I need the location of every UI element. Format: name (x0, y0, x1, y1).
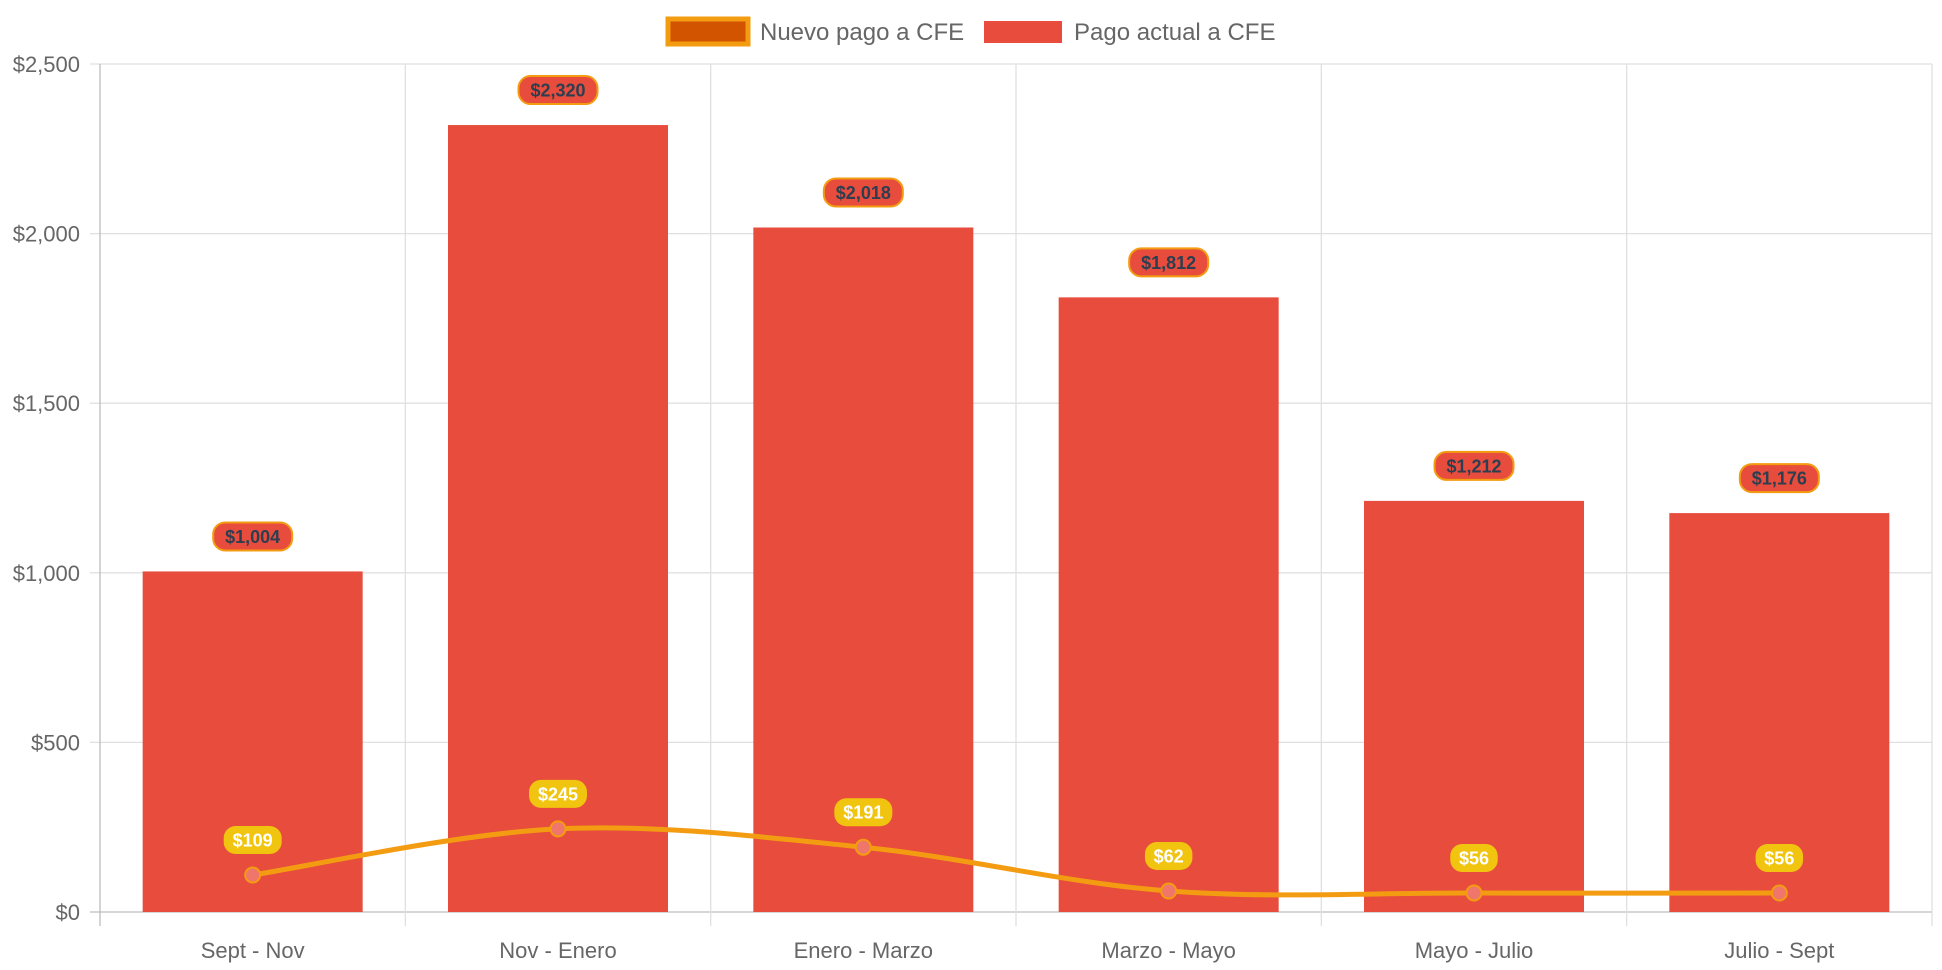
line-data-label: $62 (1154, 846, 1184, 866)
y-tick-label: $2,500 (13, 52, 80, 77)
legend-label-pago-actual: Pago actual a CFE (1074, 19, 1275, 46)
line-series (244, 820, 1788, 902)
legend-item-nuevo-pago[interactable]: Nuevo pago a CFE (665, 16, 964, 47)
legend-item-pago-actual[interactable]: Pago actual a CFE (984, 19, 1275, 46)
line-data-label: $245 (538, 784, 578, 804)
y-tick-label: $500 (31, 730, 80, 755)
bar-data-label: $1,812 (1141, 253, 1196, 273)
legend-swatch-pago-actual (984, 21, 1062, 43)
legend-label-nuevo-pago: Nuevo pago a CFE (760, 19, 964, 46)
bar-data-label: $2,320 (530, 81, 585, 101)
bar-label-badge (822, 177, 904, 208)
data-labels: $1,004 $2,320 $2,018 $1,812 $1,212 $1,176 $109… (212, 75, 1820, 873)
x-tick-label: Mayo - Julio (1415, 938, 1534, 963)
line-point[interactable] (854, 838, 872, 856)
bar[interactable] (1364, 500, 1584, 912)
line-point[interactable] (1770, 884, 1788, 902)
line-data-label: $56 (1459, 849, 1489, 869)
line-label-badge (834, 798, 893, 827)
x-tick-label: Nov - Enero (499, 938, 616, 963)
line-point[interactable] (549, 820, 567, 838)
bar-label-badge (212, 521, 294, 552)
bars (142, 125, 1890, 913)
bar-data-label: $1,212 (1446, 456, 1501, 476)
bar-data-label: $2,018 (836, 183, 891, 203)
line-label-badge (1755, 844, 1804, 873)
y-tick-label: $2,000 (13, 222, 80, 247)
y-tick-label: $1,500 (13, 391, 80, 416)
line-label-badge (1450, 844, 1498, 873)
line-data-label: $56 (1764, 849, 1794, 869)
bar[interactable] (753, 227, 974, 913)
bar-label-badge (1433, 450, 1515, 481)
y-tick-label: $0 (56, 900, 80, 925)
bar[interactable] (1058, 297, 1279, 912)
x-tick-label: Julio - Sept (1724, 938, 1834, 963)
line-point[interactable] (1160, 882, 1178, 900)
bar-label-badge (517, 75, 599, 106)
line-data-label: $109 (233, 831, 273, 851)
bar-label-badge (1738, 463, 1820, 494)
line-data-label: $191 (843, 803, 883, 823)
x-tick-label: Marzo - Mayo (1101, 938, 1235, 963)
legend-swatch-nuevo-pago (665, 16, 751, 47)
grid (90, 63, 1933, 926)
legend: Nuevo pago a CFE Pago actual a CFE (665, 16, 1275, 47)
line-label-badge (223, 826, 282, 855)
axes: $0 $500 $1,000 $1,500 $2,000 $2,500 Sept - Nov… (13, 52, 1835, 963)
y-tick-label: $1,000 (13, 561, 80, 586)
x-tick-label: Sept - Nov (201, 938, 305, 963)
line-point[interactable] (244, 866, 262, 884)
series-line (250, 825, 1782, 898)
line-point[interactable] (1465, 884, 1483, 902)
bar-data-label: $1,004 (225, 527, 280, 547)
line-label-badge (529, 779, 587, 808)
bar-data-label: $1,176 (1752, 469, 1807, 489)
bar-label-badge (1128, 247, 1210, 278)
x-tick-label: Enero - Marzo (794, 938, 933, 963)
line-label-badge (1144, 841, 1193, 870)
bar[interactable] (142, 571, 363, 912)
